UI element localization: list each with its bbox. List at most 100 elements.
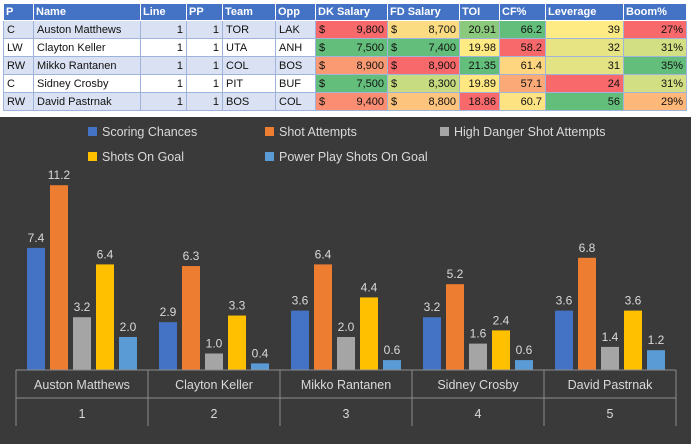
- legend-label-3: Shots On Goal: [102, 150, 184, 164]
- legend-label-1: Shot Attempts: [279, 125, 357, 139]
- cell-fd-salary: $8,900: [387, 56, 460, 75]
- bar-2-0: [291, 310, 309, 370]
- category-number-0: 1: [79, 407, 86, 421]
- bar-1-3: [228, 315, 246, 370]
- data-label-0-2: 3.2: [74, 300, 91, 314]
- cell-team: PIT: [222, 74, 276, 93]
- cell-boom-pct: 29%: [623, 92, 687, 111]
- player-table: P Name Line PP Team Opp DK Salary FD Salary TOI C…: [3, 3, 687, 111]
- cell-dk-salary: $9,800: [315, 20, 388, 39]
- legend-label-2: High Danger Shot Attempts: [454, 125, 605, 139]
- player-table-container: P Name Line PP Team Opp DK Salary FD Salary TOI C…: [3, 3, 687, 111]
- bar-1-2: [205, 353, 223, 370]
- cell-leverage: 56: [545, 92, 624, 111]
- table-row: LW Clayton Keller 1 1 UTA ANH $7,500 $7,400 19.9…: [3, 38, 687, 57]
- salary-value: 7,500: [356, 77, 384, 90]
- cell-dk-salary: $7,500: [315, 38, 388, 57]
- data-label-1-2: 1.0: [206, 337, 223, 351]
- bar-2-3: [360, 297, 378, 370]
- cell-position: LW: [3, 38, 34, 57]
- cell-boom-pct: 31%: [623, 74, 687, 93]
- cell-cf-pct: 58.2: [499, 38, 546, 57]
- currency-symbol: $: [391, 77, 398, 90]
- legend-swatch-1: [265, 127, 274, 136]
- currency-symbol: $: [319, 59, 326, 72]
- bar-0-0: [27, 247, 45, 370]
- bar-4-1: [578, 257, 596, 370]
- cell-cf-pct: 61.4: [499, 56, 546, 75]
- cell-team: UTA: [222, 38, 276, 57]
- cell-boom-pct: 27%: [623, 20, 687, 39]
- cell-line: 1: [140, 74, 187, 93]
- category-label-0: Auston Matthews: [34, 378, 130, 392]
- data-label-2-3: 4.4: [361, 280, 378, 294]
- table-row: RW Mikko Rantanen 1 1 COL BOS $8,900 $8,900 21.3…: [3, 56, 687, 75]
- salary-value: 8,800: [428, 95, 456, 108]
- currency-symbol: $: [391, 59, 398, 72]
- cell-line: 1: [140, 20, 187, 39]
- salary-value: 8,900: [428, 59, 456, 72]
- cell-opp: BUF: [275, 74, 316, 93]
- cell-dk-salary: $7,500: [315, 74, 388, 93]
- bar-3-1: [446, 284, 464, 370]
- header-team: Team: [222, 3, 276, 21]
- bar-4-0: [555, 310, 573, 370]
- cell-leverage: 39: [545, 20, 624, 39]
- data-label-3-0: 3.2: [424, 300, 441, 314]
- chart-area: Scoring Chances Shot Attempts High Danger …: [0, 117, 691, 444]
- data-label-3-2: 1.6: [470, 327, 487, 341]
- data-label-4-0: 3.6: [556, 294, 573, 308]
- cell-fd-salary: $8,800: [387, 92, 460, 111]
- currency-symbol: $: [319, 95, 326, 108]
- cell-name: Clayton Keller: [33, 38, 141, 57]
- cell-dk-salary: $8,900: [315, 56, 388, 75]
- cell-opp: ANH: [275, 38, 316, 57]
- cell-name: Sidney Crosby: [33, 74, 141, 93]
- salary-value: 9,800: [356, 23, 384, 36]
- legend-swatch-4: [265, 152, 274, 161]
- cell-boom-pct: 35%: [623, 56, 687, 75]
- data-label-0-0: 7.4: [28, 231, 45, 245]
- legend-label-0: Scoring Chances: [102, 125, 197, 139]
- cell-pp: 1: [186, 92, 223, 111]
- cell-name: Auston Matthews: [33, 20, 141, 39]
- data-label-4-4: 1.2: [648, 333, 665, 347]
- header-boom-pct: Boom%: [623, 3, 687, 21]
- bar-4-3: [624, 310, 642, 370]
- salary-value: 8,300: [428, 77, 456, 90]
- header-fd-salary: FD Salary: [387, 3, 460, 21]
- header-leverage: Leverage: [545, 3, 624, 21]
- cell-pp: 1: [186, 38, 223, 57]
- cell-team: COL: [222, 56, 276, 75]
- cell-toi: 19.89: [459, 74, 500, 93]
- currency-symbol: $: [319, 77, 326, 90]
- cell-fd-salary: $7,400: [387, 38, 460, 57]
- bar-0-1: [50, 185, 68, 370]
- salary-value: 8,900: [356, 59, 384, 72]
- data-label-2-2: 2.0: [338, 320, 355, 334]
- cell-toi: 21.35: [459, 56, 500, 75]
- data-label-1-1: 6.3: [183, 249, 200, 263]
- table-row: C Sidney Crosby 1 1 PIT BUF $7,500 $8,300 19.89 5…: [3, 74, 687, 93]
- cell-toi: 20.91: [459, 20, 500, 39]
- currency-symbol: $: [319, 23, 326, 36]
- cell-cf-pct: 66.2: [499, 20, 546, 39]
- data-label-0-1: 11.2: [48, 168, 71, 182]
- data-label-4-3: 3.6: [625, 294, 642, 308]
- bar-3-3: [492, 330, 510, 370]
- bar-2-1: [314, 264, 332, 370]
- bar-2-4: [383, 360, 401, 370]
- bar-3-4: [515, 360, 533, 370]
- header-p: P: [3, 3, 34, 21]
- header-dk-salary: DK Salary: [315, 3, 388, 21]
- data-label-4-1: 6.8: [579, 241, 596, 255]
- bar-4-4: [647, 350, 665, 370]
- data-label-1-3: 3.3: [229, 299, 246, 313]
- salary-value: 9,400: [356, 95, 384, 108]
- cell-fd-salary: $8,300: [387, 74, 460, 93]
- cell-position: C: [3, 74, 34, 93]
- cell-leverage: 24: [545, 74, 624, 93]
- cell-position: RW: [3, 56, 34, 75]
- header-opp: Opp: [275, 3, 316, 21]
- category-number-2: 3: [343, 407, 350, 421]
